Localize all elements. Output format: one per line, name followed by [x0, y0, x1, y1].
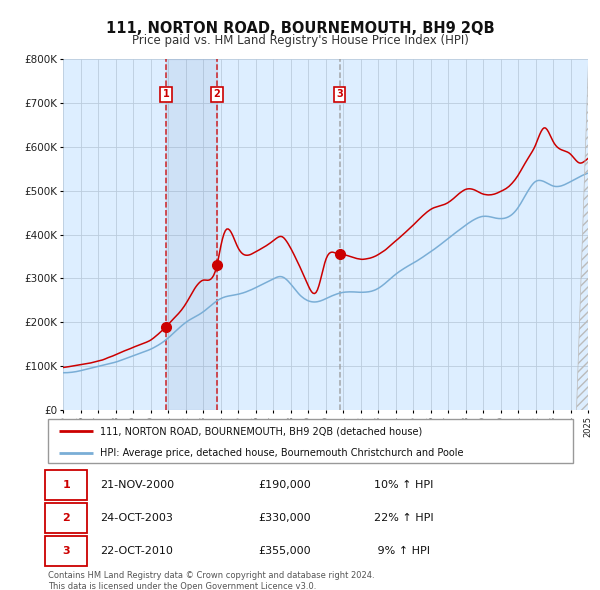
Text: 9% ↑ HPI: 9% ↑ HPI	[373, 546, 430, 556]
FancyBboxPatch shape	[48, 419, 573, 463]
Text: 21-NOV-2000: 21-NOV-2000	[101, 480, 175, 490]
Text: 2: 2	[62, 513, 70, 523]
Text: 111, NORTON ROAD, BOURNEMOUTH, BH9 2QB: 111, NORTON ROAD, BOURNEMOUTH, BH9 2QB	[106, 21, 494, 35]
Text: £355,000: £355,000	[258, 546, 311, 556]
Text: Price paid vs. HM Land Registry's House Price Index (HPI): Price paid vs. HM Land Registry's House …	[131, 34, 469, 47]
Text: 1: 1	[163, 89, 169, 99]
Text: 2: 2	[214, 89, 220, 99]
Text: 24-OCT-2003: 24-OCT-2003	[101, 513, 173, 523]
Text: HPI: Average price, detached house, Bournemouth Christchurch and Poole: HPI: Average price, detached house, Bour…	[101, 448, 464, 458]
Bar	[166, 59, 217, 410]
FancyBboxPatch shape	[46, 536, 88, 566]
Text: 10% ↑ HPI: 10% ↑ HPI	[373, 480, 433, 490]
Text: 3: 3	[62, 546, 70, 556]
Text: 111, NORTON ROAD, BOURNEMOUTH, BH9 2QB (detached house): 111, NORTON ROAD, BOURNEMOUTH, BH9 2QB (…	[101, 427, 423, 436]
Text: 22-OCT-2010: 22-OCT-2010	[101, 546, 173, 556]
Text: £190,000: £190,000	[258, 480, 311, 490]
Text: 22% ↑ HPI: 22% ↑ HPI	[373, 513, 433, 523]
Text: 1: 1	[62, 480, 70, 490]
FancyBboxPatch shape	[46, 470, 88, 500]
FancyBboxPatch shape	[46, 503, 88, 533]
Text: 3: 3	[336, 89, 343, 99]
Text: £330,000: £330,000	[258, 513, 311, 523]
Text: Contains HM Land Registry data © Crown copyright and database right 2024.
This d: Contains HM Land Registry data © Crown c…	[48, 571, 374, 590]
